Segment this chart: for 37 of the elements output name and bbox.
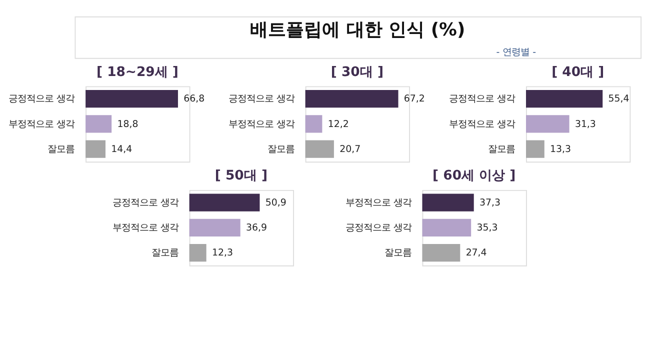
data-label: 12,3	[212, 248, 233, 259]
y-tick-label: 긍정적으로 생각	[8, 94, 75, 105]
text: - 연령별 -	[496, 47, 536, 58]
data-label: 12,2	[328, 118, 349, 130]
data-label: 27,4	[466, 248, 487, 259]
text: 배트플립에 대한 인식 (%)	[250, 19, 466, 40]
y-tick-label: 긍정적으로 생각	[345, 222, 412, 234]
chart-title: [ 50대 ]	[214, 168, 268, 184]
data-label: 50,9	[265, 197, 286, 208]
data-label: 14,4	[111, 144, 132, 155]
data-label: 37,3	[480, 197, 500, 208]
y-tick-label: 잘모름	[48, 144, 75, 155]
y-tick-label: 부정적으로 생각	[345, 197, 412, 208]
data-label: 36,9	[246, 222, 267, 234]
y-tick-label: 부정적으로 생각	[8, 118, 75, 130]
data-label: 31,3	[574, 118, 596, 130]
y-tick-label: 잘모름	[384, 248, 412, 259]
chart-title: [ 40대 ]	[552, 64, 604, 80]
data-label: 66,8	[184, 94, 205, 105]
data-label: 18,8	[117, 118, 138, 130]
y-tick-label: 잘모름	[151, 248, 178, 259]
data-label: 55,4	[608, 94, 630, 105]
y-tick-label: 긍정적으로 생각	[112, 197, 178, 208]
y-tick-label: 긍정적으로 생각	[228, 94, 294, 105]
data-label: 67,2	[404, 94, 425, 105]
chart-title: [ 60세 이상 ]	[432, 168, 516, 184]
y-tick-label: 긍정적으로 생각	[449, 94, 516, 105]
y-tick-label: 부정적으로 생각	[228, 118, 294, 130]
chart-title: [ 30대 ]	[330, 64, 384, 80]
y-tick-label: 잘모름	[488, 144, 516, 155]
y-tick-label: 부정적으로 생각	[449, 118, 516, 130]
data-label: 20,7	[340, 144, 361, 155]
y-tick-label: 부정적으로 생각	[112, 222, 178, 234]
chart-title: [ 18~29세 ]	[96, 64, 178, 80]
data-label: 13,3	[550, 144, 572, 155]
y-tick-label: 잘모름	[267, 144, 294, 155]
data-label: 35,3	[476, 222, 498, 234]
